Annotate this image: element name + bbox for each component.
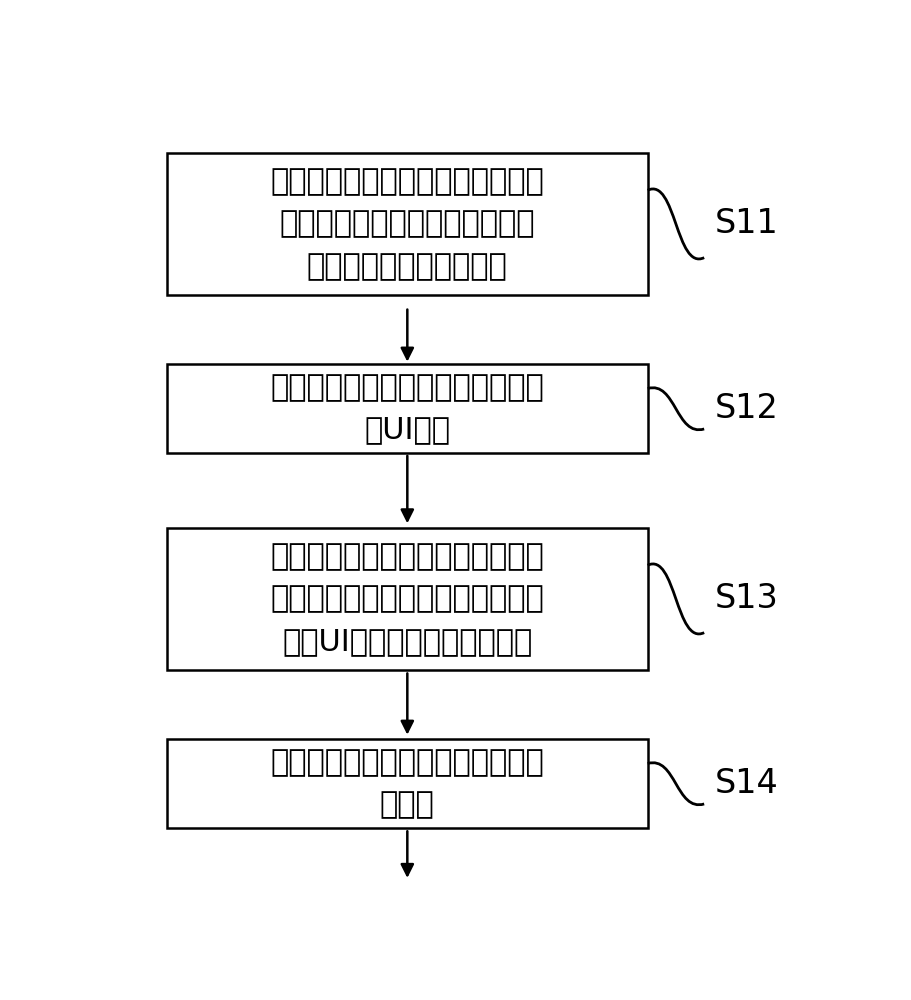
FancyBboxPatch shape xyxy=(167,739,647,828)
Text: 布UI图形: 布UI图形 xyxy=(363,415,450,444)
Text: 础信息包括：晶圆尺寸、晶粒尺: 础信息包括：晶圆尺寸、晶粒尺 xyxy=(280,209,535,238)
FancyBboxPatch shape xyxy=(167,153,647,295)
Text: 排布UI图形得到晶粒排布方案: 排布UI图形得到晶粒排布方案 xyxy=(281,627,532,656)
FancyBboxPatch shape xyxy=(167,528,647,670)
Text: S12: S12 xyxy=(714,392,778,425)
Text: 将所述晶粒排布方案显示于人机交: 将所述晶粒排布方案显示于人机交 xyxy=(271,748,544,777)
Text: 根据所述基础信息自动生成晶粒排: 根据所述基础信息自动生成晶粒排 xyxy=(271,373,544,402)
Text: 据所述中心偏移量来调整所述晶粒: 据所述中心偏移量来调整所述晶粒 xyxy=(271,584,544,613)
Text: 获取晶粒排布的中心偏移量，并根: 获取晶粒排布的中心偏移量，并根 xyxy=(271,542,544,571)
Text: 寸、晶粒间距和边缘间距: 寸、晶粒间距和边缘间距 xyxy=(307,252,507,281)
Text: S11: S11 xyxy=(714,207,778,240)
Text: S13: S13 xyxy=(714,582,778,615)
Text: 互界面: 互界面 xyxy=(380,790,435,819)
Text: S14: S14 xyxy=(714,767,778,800)
FancyBboxPatch shape xyxy=(167,364,647,453)
Text: 获取目标晶圆的基础信息，所述基: 获取目标晶圆的基础信息，所述基 xyxy=(271,167,544,196)
